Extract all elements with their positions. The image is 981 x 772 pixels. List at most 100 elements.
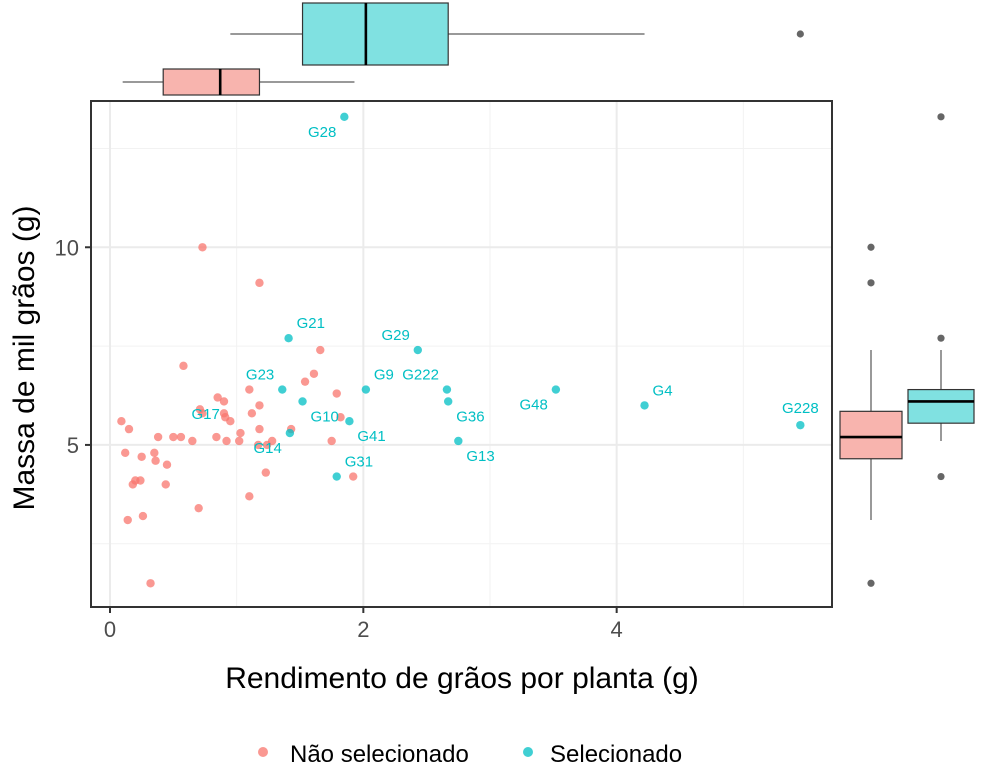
y-tick-label: 5: [67, 433, 79, 458]
boxplot-outlier: [937, 334, 945, 342]
boxplot-box: [907, 388, 975, 424]
nao-selecionado-point: [117, 417, 126, 426]
nao-selecionado-point: [124, 424, 134, 434]
point-label-g228: G228: [782, 400, 819, 417]
nao-selecionado-point: [137, 452, 146, 461]
nao-selecionado-point: [123, 515, 132, 525]
nao-selecionado-point: [235, 436, 244, 446]
nao-selecionado-point: [153, 432, 163, 442]
nao-selecionado-point: [327, 436, 336, 446]
point-label-g21: G21: [297, 315, 325, 332]
boxplot-box: [162, 68, 261, 96]
boxplot-box: [301, 2, 449, 66]
selecionado-point: [413, 345, 422, 355]
boxplot-outlier: [937, 472, 945, 481]
selecionado-point: [285, 428, 295, 438]
point-label-g23: G23: [246, 367, 274, 384]
point-label-g17: G17: [191, 406, 219, 423]
legend: Não selecionado Selecionado: [258, 741, 682, 768]
selecionado-point: [796, 420, 805, 430]
nao-selecionado-point: [121, 448, 130, 458]
point-label-g10: G10: [311, 408, 339, 425]
legend-label-nao: Não selecionado: [290, 741, 469, 768]
nao-selecionado-point: [236, 428, 245, 438]
point-label-g4: G4: [653, 382, 673, 399]
y-tick-label: 10: [55, 235, 79, 260]
plot-panel: [91, 101, 832, 607]
boxplot-box: [839, 410, 903, 460]
nao-selecionado-point: [179, 361, 188, 371]
nao-selecionado-point: [255, 424, 264, 434]
selecionado-point: [442, 385, 452, 394]
selecionado-point: [444, 397, 453, 406]
selecionado-point: [361, 385, 371, 394]
x-tick-label: 0: [104, 617, 116, 642]
nao-selecionado-point: [226, 417, 235, 426]
axes: 0 2 4 5 10: [55, 100, 833, 642]
nao-selecionado-point: [150, 448, 159, 458]
top-marginal-boxplots: [122, 2, 804, 96]
selecionado-point: [340, 112, 349, 122]
nao-selecionado-point: [161, 480, 170, 489]
point-label-g13: G13: [466, 448, 494, 465]
selecionado-point: [298, 397, 307, 406]
selecionado-point: [345, 417, 354, 426]
nao-selecionado-point: [169, 432, 178, 442]
nao-selecionado-point: [261, 468, 270, 477]
nao-selecionado-point: [267, 436, 277, 446]
nao-selecionado-point: [247, 409, 257, 418]
point-label-g9: G9: [374, 367, 394, 384]
nao-selecionado-point: [151, 456, 160, 465]
selecionado-point: [332, 472, 341, 481]
right-marginal-boxplots: [839, 113, 975, 587]
selecionado-point: [278, 385, 287, 394]
nao-selecionado-point: [255, 278, 264, 288]
legend-label-sel: Selecionado: [550, 741, 682, 768]
boxplot-outlier: [937, 113, 945, 121]
data-points: [117, 112, 805, 588]
nao-selecionado-point: [316, 345, 325, 355]
x-tick-label: 4: [611, 617, 623, 642]
nao-selecionado-point: [255, 401, 264, 410]
y-axis-label: Massa de mil grãos (g): [8, 205, 41, 510]
nao-selecionado-point: [332, 389, 341, 398]
boxplot-outlier: [796, 30, 804, 38]
nao-selecionado-point: [162, 460, 172, 469]
point-labels: G28 G21 G29 G23 G9 G222 G48 G4 G228 G17 G10 G36 G41 G…: [191, 124, 818, 471]
nao-selecionado-point: [195, 405, 205, 414]
nao-selecionado-point: [245, 385, 254, 394]
nao-selecionado-point: [349, 472, 358, 481]
panel-background: [91, 101, 832, 607]
nao-selecionado-point: [245, 492, 254, 501]
point-label-g14: G14: [254, 440, 282, 457]
nao-selecionado-point: [194, 503, 203, 513]
x-axis-label: Rendimento de grãos por planta (g): [225, 662, 699, 695]
selecionado-point: [551, 385, 561, 394]
nao-selecionado-point: [219, 397, 229, 406]
point-label-g48: G48: [520, 397, 548, 414]
nao-selecionado-point: [198, 243, 207, 252]
boxplot-outlier: [867, 243, 875, 251]
nao-selecionado-point: [188, 436, 197, 446]
nao-selecionado-point: [336, 413, 345, 422]
nao-selecionado-point: [213, 393, 222, 402]
point-label-g28: G28: [308, 124, 336, 141]
selecionado-point: [454, 436, 463, 446]
selecionado-point: [640, 401, 649, 410]
nao-selecionado-point: [212, 432, 221, 442]
point-label-g31: G31: [345, 454, 373, 471]
nao-selecionado-point: [146, 579, 155, 588]
boxplot-outlier: [867, 279, 875, 287]
nao-selecionado-point: [138, 511, 148, 521]
nao-selecionado-point: [309, 369, 319, 378]
nao-selecionado-point: [300, 377, 310, 386]
point-label-g36: G36: [456, 408, 484, 425]
nao-selecionado-point: [222, 436, 231, 446]
legend-key-nao: [258, 747, 268, 757]
point-label-g29: G29: [381, 327, 409, 344]
point-label-g222: G222: [402, 367, 439, 384]
panel-border: [90, 100, 833, 608]
nao-selecionado-point: [176, 432, 186, 442]
x-tick-label: 2: [357, 617, 369, 642]
